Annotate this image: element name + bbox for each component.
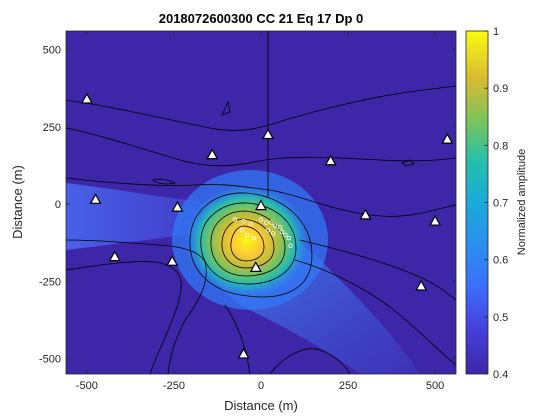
colorbar-tick-label: 0.5 (493, 312, 508, 324)
y-tick-label: 0 (55, 199, 61, 211)
x-tick-label: -250 (163, 380, 185, 392)
peak-zone (185, 185, 309, 297)
colorbar-label: Normalized amplitude (516, 149, 528, 255)
x-tick-label: -500 (76, 380, 98, 392)
y-tick-label: -250 (39, 276, 61, 288)
x-tick-label: 500 (426, 380, 444, 392)
x-tick-label: 250 (339, 380, 357, 392)
y-axis-label: Distance (m) (10, 165, 25, 239)
x-axis-label: Distance (m) (224, 398, 298, 413)
colorbar-tick-label: 0.8 (493, 140, 508, 152)
colorbar-tick-label: 1 (493, 26, 499, 38)
x-tick-label: 0 (258, 380, 264, 392)
colorbar-tick-label: 0.9 (493, 83, 508, 95)
colorbar-tick-label: 0.4 (493, 369, 508, 381)
y-tick-label: -500 (39, 354, 61, 366)
chart-title: 2018072600300 CC 21 Eq 17 Dp 0 (159, 11, 364, 26)
colorbar-tick-label: 0.6 (493, 255, 508, 267)
colorbar-tick-label: 0.7 (493, 198, 508, 210)
colorbar: 1 0.9 0.8 0.7 0.6 0.5 0.4 Normalized amplitude (466, 26, 528, 381)
plot-area (66, 31, 456, 374)
y-tick-label: 500 (43, 45, 61, 57)
y-tick-label: 250 (43, 122, 61, 134)
